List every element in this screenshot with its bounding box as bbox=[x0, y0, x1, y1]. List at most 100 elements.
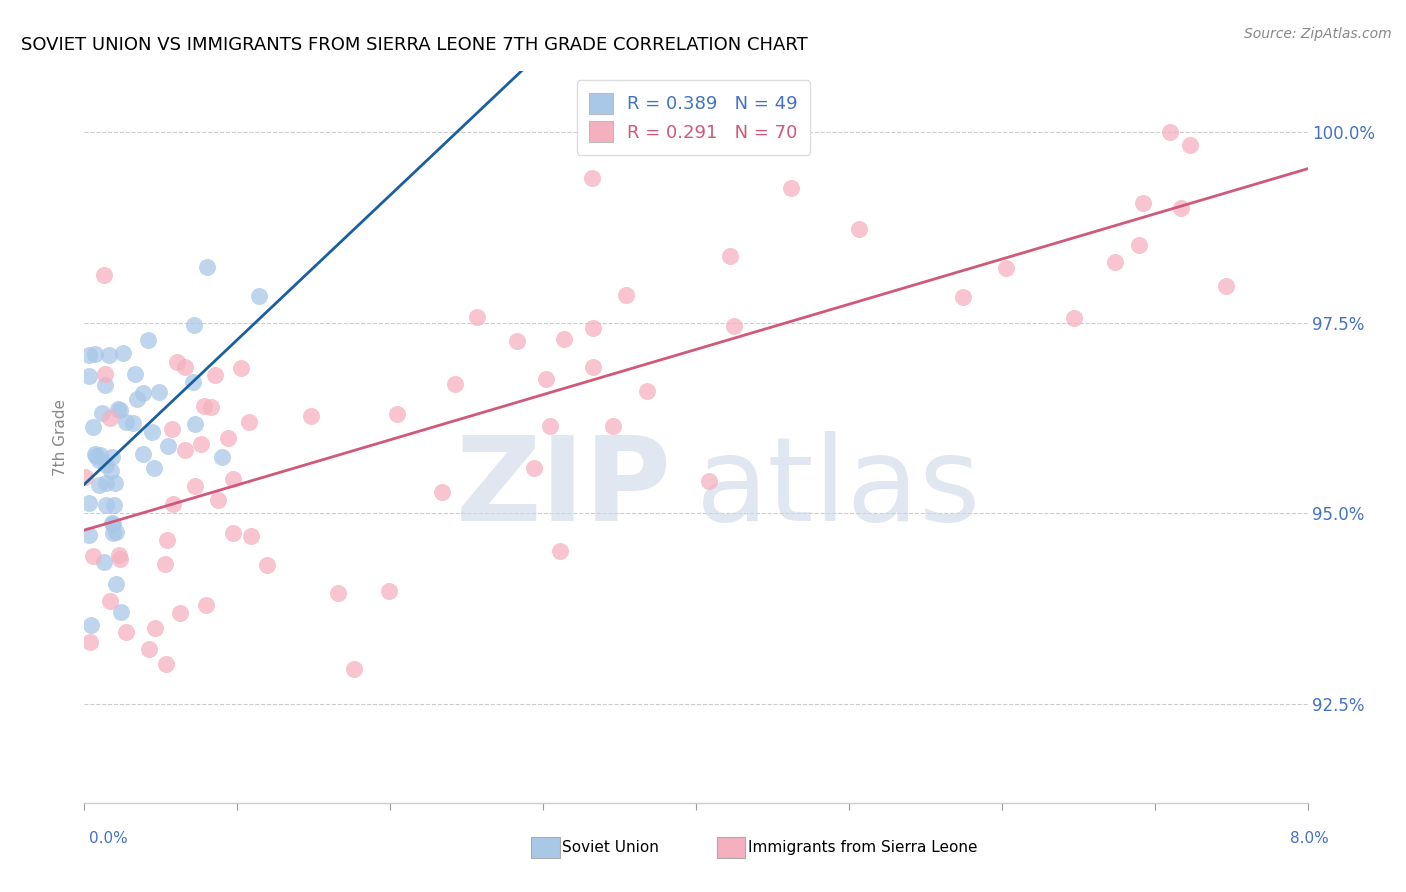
Point bbox=[1104, 255, 1126, 269]
Point bbox=[104, 476, 127, 491]
Point bbox=[132, 385, 155, 400]
Point bbox=[207, 493, 229, 508]
Point bbox=[84, 347, 107, 361]
Point bbox=[115, 625, 138, 640]
Point bbox=[222, 525, 245, 540]
Point bbox=[101, 516, 124, 531]
Point bbox=[994, 261, 1017, 276]
Point bbox=[103, 516, 125, 531]
Y-axis label: 7th Grade: 7th Grade bbox=[53, 399, 69, 475]
Point bbox=[239, 529, 262, 543]
Text: 0.0%: 0.0% bbox=[89, 831, 128, 846]
Point bbox=[100, 464, 122, 478]
Point bbox=[1215, 279, 1237, 293]
Point bbox=[430, 484, 453, 499]
Point bbox=[169, 606, 191, 620]
Point bbox=[105, 576, 128, 591]
Point bbox=[256, 558, 278, 573]
Point bbox=[107, 401, 129, 416]
Point bbox=[89, 448, 111, 462]
Point bbox=[217, 431, 239, 445]
Point bbox=[112, 345, 135, 359]
Point bbox=[107, 549, 129, 563]
Point bbox=[183, 417, 205, 431]
Point bbox=[385, 407, 408, 421]
Point bbox=[1180, 137, 1202, 152]
Point bbox=[101, 450, 124, 465]
Point bbox=[94, 377, 117, 392]
Point bbox=[125, 392, 148, 407]
Point bbox=[174, 442, 197, 457]
Point bbox=[697, 475, 720, 489]
Point bbox=[89, 478, 111, 492]
Point bbox=[553, 332, 575, 346]
Point bbox=[326, 585, 349, 599]
Point bbox=[718, 249, 741, 263]
Point bbox=[343, 662, 366, 676]
Point bbox=[108, 403, 131, 417]
Point bbox=[86, 449, 108, 463]
Point bbox=[75, 469, 97, 483]
Point bbox=[162, 497, 184, 511]
Point bbox=[378, 584, 401, 599]
Point bbox=[723, 318, 745, 333]
Point bbox=[115, 415, 138, 429]
Point bbox=[200, 400, 222, 414]
Text: Source: ZipAtlas.com: Source: ZipAtlas.com bbox=[1244, 27, 1392, 41]
Point bbox=[173, 359, 195, 374]
Point bbox=[93, 367, 115, 381]
Point bbox=[156, 533, 179, 548]
Text: Soviet Union: Soviet Union bbox=[562, 840, 659, 855]
Point bbox=[77, 495, 100, 509]
Point bbox=[101, 526, 124, 541]
Point bbox=[93, 268, 115, 282]
Point bbox=[80, 618, 103, 632]
Point bbox=[183, 318, 205, 332]
Point bbox=[155, 657, 177, 671]
Point bbox=[1063, 311, 1085, 326]
Legend: R = 0.389   N = 49, R = 0.291   N = 70: R = 0.389 N = 49, R = 0.291 N = 70 bbox=[576, 80, 810, 154]
Point bbox=[103, 498, 125, 512]
Point bbox=[142, 461, 165, 475]
Point bbox=[94, 476, 117, 491]
Point bbox=[110, 605, 132, 619]
Point bbox=[1128, 238, 1150, 252]
Point bbox=[952, 290, 974, 304]
Point bbox=[211, 450, 233, 464]
Point bbox=[82, 419, 104, 434]
Point bbox=[195, 260, 218, 274]
Point bbox=[523, 461, 546, 475]
Point bbox=[190, 437, 212, 451]
Point bbox=[222, 471, 245, 485]
Point bbox=[82, 549, 104, 563]
Text: ZIP: ZIP bbox=[456, 431, 672, 546]
Point bbox=[581, 170, 603, 185]
Point bbox=[582, 360, 605, 375]
Text: Immigrants from Sierra Leone: Immigrants from Sierra Leone bbox=[748, 840, 977, 855]
Point bbox=[193, 399, 215, 413]
Point bbox=[96, 498, 118, 512]
Point bbox=[238, 415, 260, 429]
Point bbox=[301, 409, 323, 423]
Point bbox=[181, 375, 204, 389]
Point bbox=[77, 348, 100, 362]
Point bbox=[124, 367, 146, 381]
Point bbox=[1159, 125, 1181, 139]
Point bbox=[204, 368, 226, 382]
Point bbox=[79, 634, 101, 648]
Point bbox=[90, 406, 112, 420]
Point bbox=[98, 410, 121, 425]
Point bbox=[780, 181, 803, 195]
Point bbox=[538, 419, 561, 434]
Point bbox=[1170, 201, 1192, 215]
Point bbox=[77, 528, 100, 542]
Text: 8.0%: 8.0% bbox=[1289, 831, 1329, 846]
Point bbox=[534, 371, 557, 385]
Point bbox=[94, 458, 117, 473]
Point bbox=[136, 333, 159, 347]
Point bbox=[505, 334, 527, 348]
Point bbox=[131, 447, 153, 461]
Point bbox=[614, 288, 637, 302]
Point bbox=[156, 439, 179, 453]
Point bbox=[249, 289, 271, 303]
